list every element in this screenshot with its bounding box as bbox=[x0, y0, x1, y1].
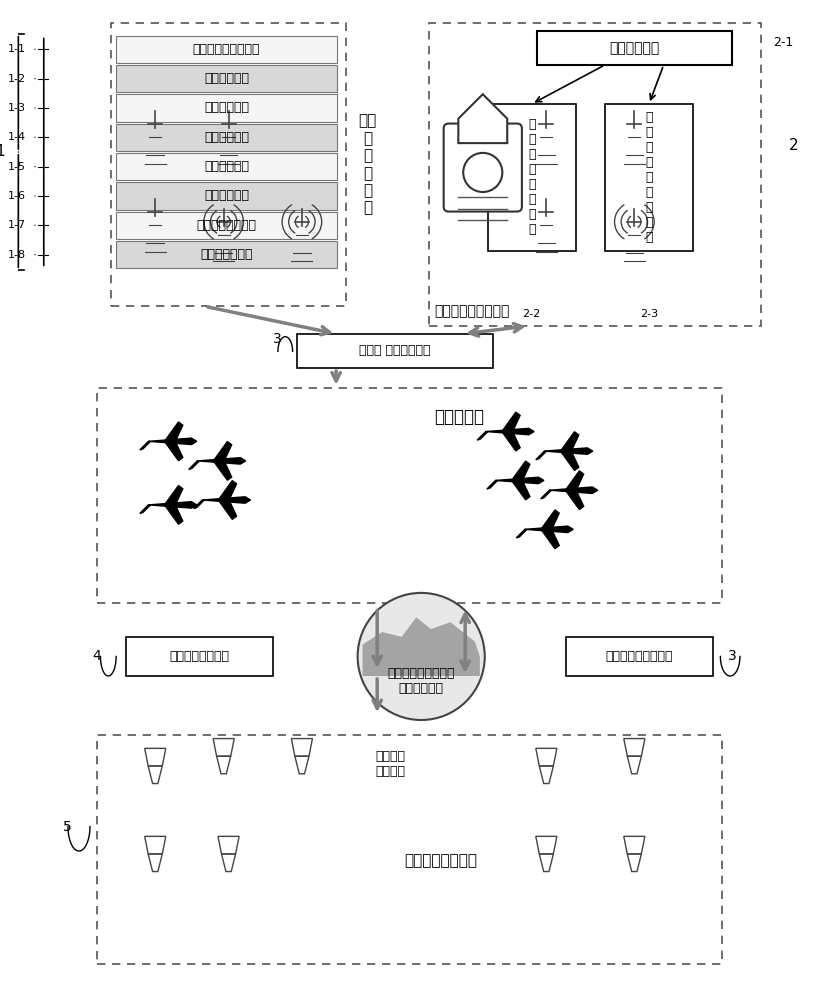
Text: 4: 4 bbox=[92, 649, 101, 663]
Bar bbox=[116, 65, 337, 92]
Polygon shape bbox=[362, 617, 480, 676]
Polygon shape bbox=[502, 432, 520, 451]
Bar bbox=[116, 94, 337, 122]
Text: 3: 3 bbox=[273, 332, 282, 346]
Polygon shape bbox=[525, 526, 573, 533]
Text: 5: 5 bbox=[63, 820, 72, 834]
Polygon shape bbox=[197, 458, 246, 464]
Bar bbox=[97, 388, 723, 603]
Text: 2-3: 2-3 bbox=[640, 309, 658, 319]
Text: 山脉等地理因素阻隔
通信距离受限: 山脉等地理因素阻隔 通信距离受限 bbox=[388, 667, 455, 695]
Text: 2: 2 bbox=[789, 138, 799, 153]
Text: 温湿度传感器: 温湿度传感器 bbox=[204, 189, 249, 202]
Polygon shape bbox=[487, 480, 497, 489]
Text: 地面通信接收基站: 地面通信接收基站 bbox=[404, 854, 477, 869]
Polygon shape bbox=[565, 490, 583, 510]
Polygon shape bbox=[560, 451, 579, 470]
Polygon shape bbox=[219, 500, 237, 519]
Text: 飞行控制模块: 飞行控制模块 bbox=[204, 101, 249, 114]
Polygon shape bbox=[219, 481, 237, 500]
Polygon shape bbox=[477, 432, 488, 440]
Bar bbox=[297, 334, 493, 368]
Polygon shape bbox=[214, 442, 232, 461]
Polygon shape bbox=[214, 461, 232, 480]
Bar bbox=[566, 637, 713, 676]
Text: 无人机通信传输模块: 无人机通信传输模块 bbox=[606, 650, 673, 663]
Polygon shape bbox=[516, 529, 527, 538]
Bar bbox=[116, 241, 337, 268]
Bar bbox=[116, 36, 337, 63]
Text: 陀螺仪传感器: 陀螺仪传感器 bbox=[204, 160, 249, 173]
Bar bbox=[488, 104, 576, 251]
Polygon shape bbox=[544, 448, 593, 454]
Polygon shape bbox=[549, 487, 597, 493]
Polygon shape bbox=[502, 412, 520, 432]
Text: 卡尔曼滤波模块: 卡尔曼滤波模块 bbox=[200, 248, 252, 261]
Text: 信息存储模块: 信息存储模块 bbox=[204, 72, 249, 85]
FancyBboxPatch shape bbox=[444, 124, 522, 212]
Text: 基站通信传输模块: 基站通信传输模块 bbox=[169, 650, 229, 663]
Text: 1: 1 bbox=[0, 144, 5, 159]
Polygon shape bbox=[486, 428, 534, 435]
Polygon shape bbox=[535, 451, 546, 460]
Polygon shape bbox=[148, 438, 197, 445]
Text: 1-6: 1-6 bbox=[8, 191, 26, 201]
Text: 2-1: 2-1 bbox=[773, 36, 794, 49]
Polygon shape bbox=[202, 497, 251, 503]
Text: 1-1: 1-1 bbox=[8, 44, 26, 54]
Text: 1-8: 1-8 bbox=[8, 250, 26, 260]
Polygon shape bbox=[459, 94, 507, 143]
Polygon shape bbox=[541, 529, 559, 549]
Polygon shape bbox=[164, 441, 183, 461]
Polygon shape bbox=[189, 461, 200, 469]
Text: 无人
机
通
讯
系
统: 无人 机 通 讯 系 统 bbox=[358, 114, 376, 216]
Bar bbox=[97, 735, 723, 964]
Text: 中央控制模块: 中央控制模块 bbox=[609, 41, 659, 55]
Bar bbox=[116, 153, 337, 180]
Bar bbox=[111, 23, 346, 306]
Text: 无
人
机
路
径
规
划
模
块: 无 人 机 路 径 规 划 模 块 bbox=[645, 111, 653, 244]
Bar bbox=[126, 637, 272, 676]
Polygon shape bbox=[164, 486, 183, 505]
Circle shape bbox=[357, 593, 485, 720]
Text: 无人机 通信传输模块: 无人机 通信传输模块 bbox=[359, 344, 431, 357]
Text: 1-5: 1-5 bbox=[8, 162, 26, 172]
Text: 雷达通信模块: 雷达通信模块 bbox=[204, 131, 249, 144]
Polygon shape bbox=[194, 500, 205, 509]
Polygon shape bbox=[565, 471, 583, 490]
Bar bbox=[605, 104, 693, 251]
Bar bbox=[116, 124, 337, 151]
Text: 1-2: 1-2 bbox=[8, 74, 26, 84]
Text: 导航及航线控制模块: 导航及航线控制模块 bbox=[193, 43, 261, 56]
Polygon shape bbox=[164, 505, 183, 524]
Polygon shape bbox=[541, 510, 559, 529]
Polygon shape bbox=[512, 480, 530, 500]
Bar bbox=[116, 212, 337, 239]
Polygon shape bbox=[164, 422, 183, 441]
Polygon shape bbox=[560, 432, 579, 451]
Polygon shape bbox=[512, 461, 530, 480]
Polygon shape bbox=[540, 490, 551, 499]
Polygon shape bbox=[139, 505, 150, 513]
Text: 1-4: 1-4 bbox=[8, 132, 26, 142]
Text: 气压高度测量模块: 气压高度测量模块 bbox=[196, 219, 257, 232]
Polygon shape bbox=[496, 477, 544, 484]
Bar bbox=[536, 31, 732, 65]
Polygon shape bbox=[139, 441, 150, 450]
Text: 3: 3 bbox=[728, 649, 737, 663]
Text: 1-7: 1-7 bbox=[8, 220, 26, 230]
Text: 基
站
聚
类
分
析
模
块: 基 站 聚 类 分 析 模 块 bbox=[528, 118, 535, 236]
Polygon shape bbox=[148, 502, 197, 508]
Text: 无人机编队巡航系统: 无人机编队巡航系统 bbox=[434, 304, 509, 318]
Text: 接收信号
发送信号: 接收信号 发送信号 bbox=[375, 750, 406, 778]
Bar bbox=[429, 23, 761, 326]
Bar bbox=[116, 182, 337, 210]
Text: 2-2: 2-2 bbox=[522, 309, 541, 319]
Text: 无人机编队: 无人机编队 bbox=[435, 408, 484, 426]
Text: 1-3: 1-3 bbox=[8, 103, 26, 113]
